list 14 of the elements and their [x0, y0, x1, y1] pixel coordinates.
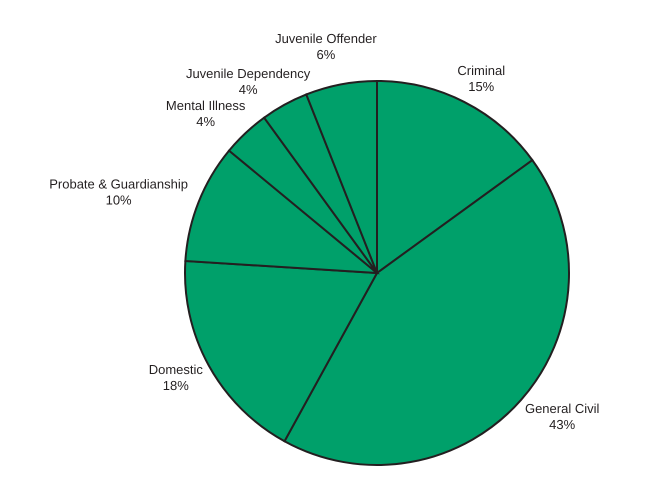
slice-label: Probate & Guardianship [49, 176, 188, 192]
data-label: 15% [468, 78, 495, 94]
slice-label: Juvenile Dependency [186, 66, 311, 81]
data-label: 10% [106, 192, 132, 208]
slice-label: Mental Illness [166, 98, 246, 114]
slice-label: Juvenile Offender [275, 31, 378, 46]
slice-label: Criminal [457, 62, 506, 78]
data-label: 6% [316, 47, 336, 62]
data-label: 43% [549, 417, 576, 432]
slice-label: Domestic [148, 362, 204, 378]
slice-label: General Civil [524, 401, 600, 416]
data-label: 4% [238, 82, 258, 97]
data-label: 4% [196, 114, 216, 130]
data-label: 18% [162, 378, 190, 394]
